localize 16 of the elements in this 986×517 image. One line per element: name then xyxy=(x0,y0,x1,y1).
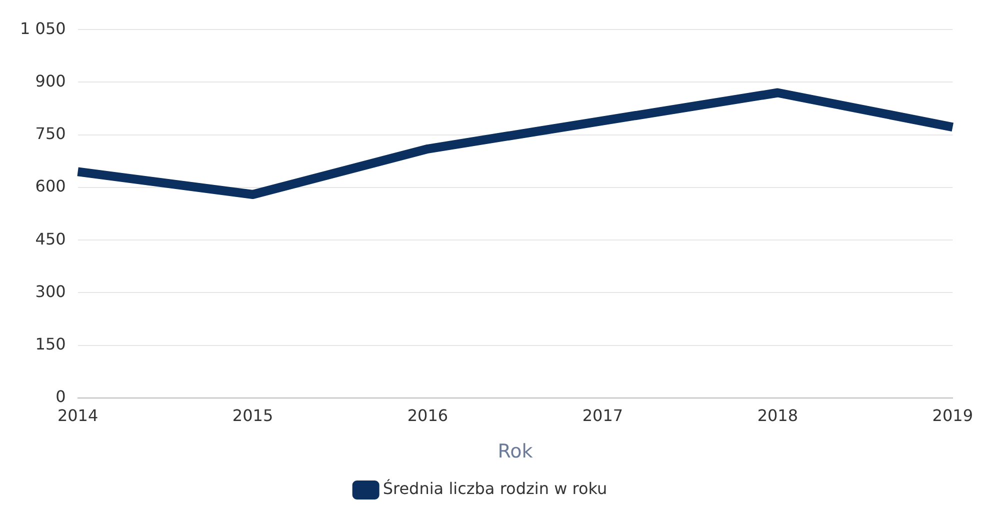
x-tick-label: 2017 xyxy=(582,406,624,425)
y-tick-label: 300 xyxy=(35,282,66,301)
x-axis-title: Rok xyxy=(498,440,533,463)
legend-label: Średnia liczba rodzin w roku xyxy=(382,479,608,498)
y-tick-label: 750 xyxy=(35,124,66,144)
y-tick-label: 0 xyxy=(56,387,66,406)
y-tick-label: 450 xyxy=(35,229,66,248)
x-tick-label: 2019 xyxy=(932,406,973,425)
x-tick-label: 2018 xyxy=(757,406,798,425)
y-tick-label: 900 xyxy=(35,71,66,90)
y-tick-label: 600 xyxy=(35,176,66,196)
y-tick-label: 150 xyxy=(35,334,66,354)
x-tick-label: 2015 xyxy=(232,406,274,425)
x-tick-label: 2014 xyxy=(57,406,98,425)
x-tick-label: 2016 xyxy=(407,406,448,425)
y-tick-label: 1 050 xyxy=(20,18,66,38)
